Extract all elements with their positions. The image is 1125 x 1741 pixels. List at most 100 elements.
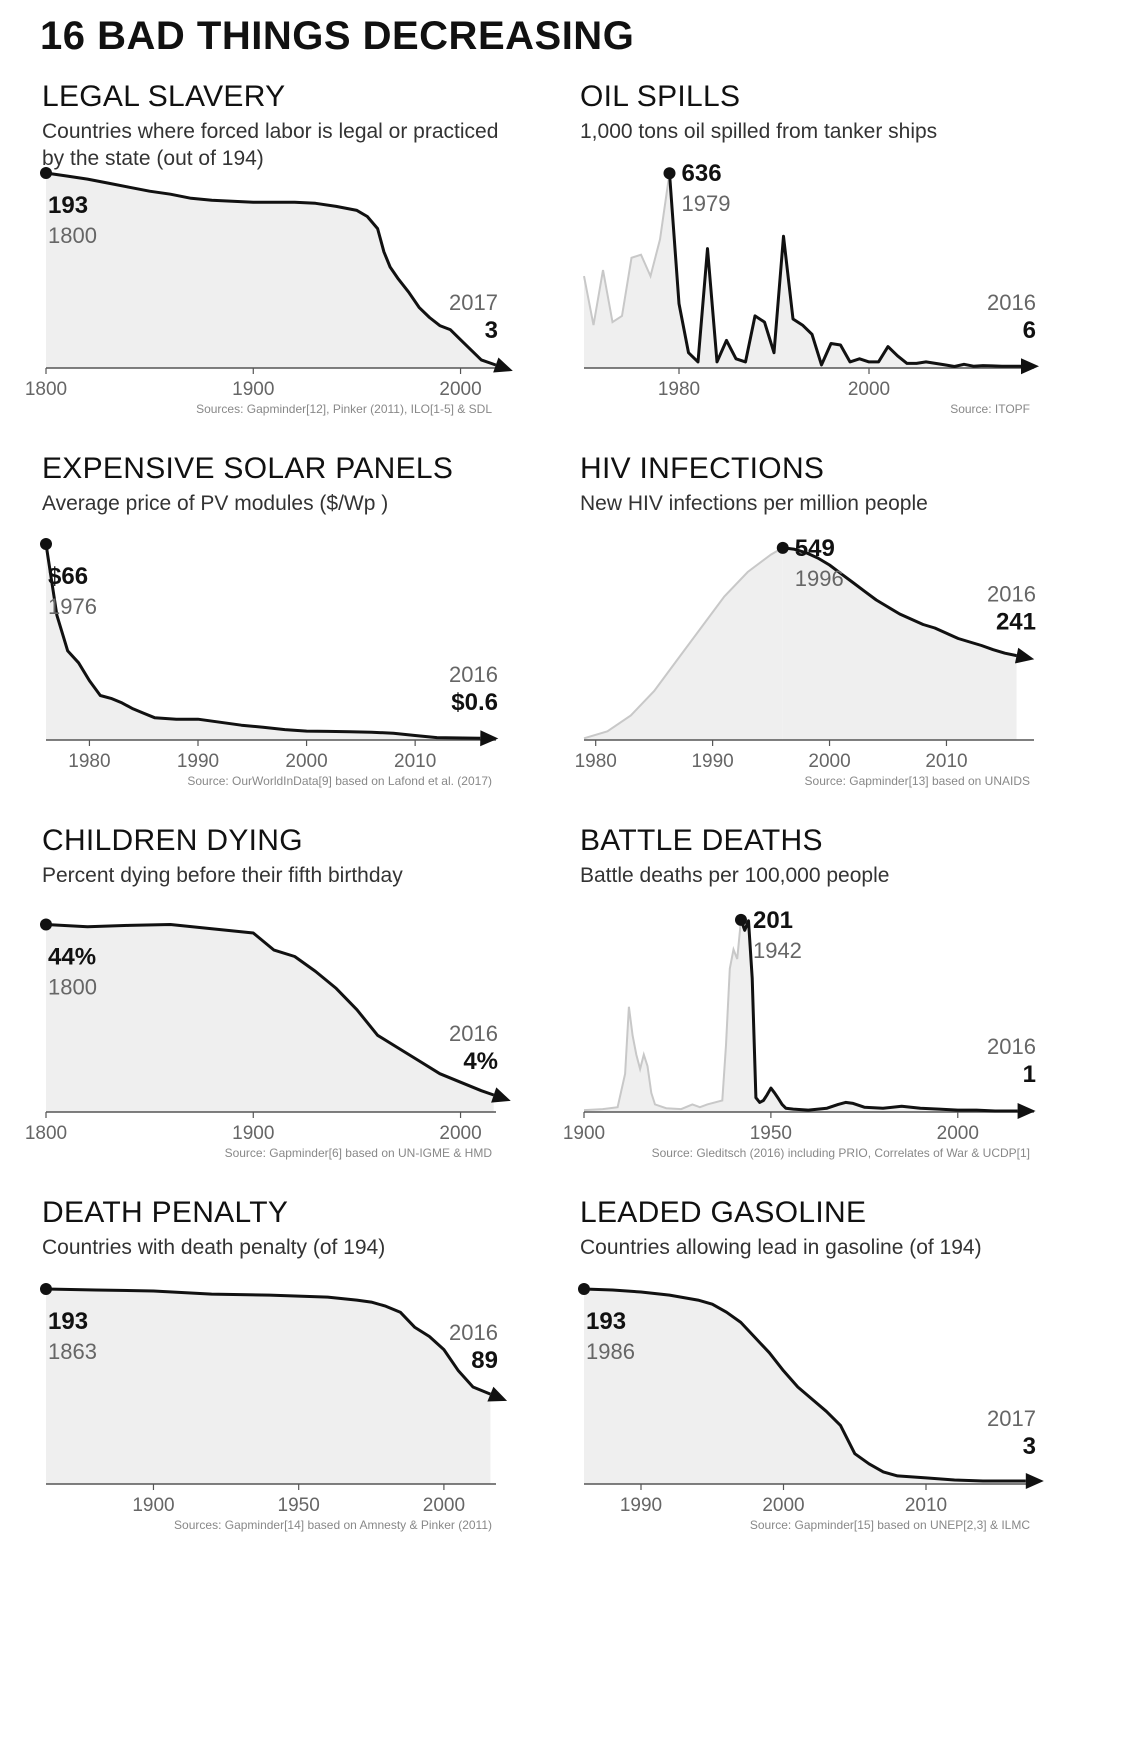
end-arrow bbox=[1017, 1103, 1036, 1119]
source-label: Source: Gapminder[6] based on UN-IGME & … bbox=[225, 1146, 493, 1160]
chart-subtitle: Countries where forced labor is legal or… bbox=[42, 120, 499, 170]
ghost-area bbox=[584, 547, 783, 740]
chart-panel: DEATH PENALTY Countries with death penalt… bbox=[40, 1196, 532, 1604]
end-year-label: 2016 bbox=[987, 1034, 1036, 1059]
series-line bbox=[45, 171, 497, 367]
end-arrow bbox=[1014, 647, 1035, 664]
tick-label: 1900 bbox=[132, 1495, 174, 1516]
tick-label: 2010 bbox=[925, 751, 967, 772]
ghost-area bbox=[584, 173, 670, 368]
end-value-label: 1 bbox=[1023, 1061, 1036, 1088]
tick-label: 1950 bbox=[750, 1123, 792, 1144]
chart-panel: OIL SPILLS 1,000 tons oil spilled from ta… bbox=[578, 80, 1070, 488]
tick-label: 2000 bbox=[937, 1123, 979, 1144]
start-year-label: 1863 bbox=[48, 1339, 97, 1364]
end-arrow bbox=[1025, 1473, 1044, 1489]
ghost-line bbox=[583, 173, 671, 326]
tick-label: 1990 bbox=[620, 1495, 662, 1516]
tick-label: 1980 bbox=[575, 751, 617, 772]
start-point bbox=[40, 918, 52, 931]
start-year-label: 1942 bbox=[753, 938, 802, 963]
end-value-label: 89 bbox=[471, 1347, 498, 1374]
series-line bbox=[668, 173, 1021, 368]
start-year-label: 1996 bbox=[795, 566, 844, 591]
series-line bbox=[45, 923, 495, 1097]
tick-label: 1800 bbox=[25, 1123, 67, 1144]
tick-label: 1800 bbox=[25, 379, 67, 400]
end-arrow bbox=[491, 1087, 511, 1103]
start-year-label: 1976 bbox=[48, 594, 97, 619]
series-line bbox=[45, 1287, 491, 1396]
chart-title: OIL SPILLS bbox=[580, 80, 741, 113]
tick-label: 2000 bbox=[285, 751, 327, 772]
end-value-label: 241 bbox=[996, 609, 1036, 636]
tick-label: 1900 bbox=[232, 379, 274, 400]
chart-panel: CHILDREN DYING Percent dying before their… bbox=[25, 824, 532, 1232]
chart-title: EXPENSIVE SOLAR PANELS bbox=[42, 452, 454, 485]
tick-label: 1990 bbox=[691, 751, 733, 772]
end-value-label: 4% bbox=[463, 1048, 498, 1075]
end-year-label: 2016 bbox=[987, 290, 1036, 315]
chart-panel: BATTLE DEATHS Battle deaths per 100,000 p… bbox=[563, 824, 1070, 1232]
end-arrow bbox=[480, 730, 499, 747]
tick-label: 1900 bbox=[232, 1123, 274, 1144]
end-arrow bbox=[493, 357, 513, 373]
tick-label: 1990 bbox=[177, 751, 219, 772]
series-line bbox=[739, 919, 1018, 1113]
series-area bbox=[46, 173, 496, 368]
source-label: Source: ITOPF bbox=[950, 402, 1030, 416]
start-point bbox=[40, 167, 52, 180]
tick-label: 2000 bbox=[848, 379, 890, 400]
end-value-label: 6 bbox=[1023, 317, 1036, 344]
tick-label: 2010 bbox=[394, 751, 436, 772]
start-point bbox=[663, 167, 676, 180]
end-year-label: 2016 bbox=[449, 1320, 498, 1345]
start-point bbox=[40, 1283, 52, 1296]
chart-panel: LEGAL SLAVERY Countries where forced labo… bbox=[25, 80, 532, 488]
series-area bbox=[584, 1289, 1026, 1484]
start-value-label: 549 bbox=[795, 535, 835, 562]
start-value-label: 193 bbox=[586, 1308, 626, 1335]
start-year-label: 1800 bbox=[48, 975, 97, 1000]
series-area bbox=[669, 173, 1021, 368]
chart-panel: EXPENSIVE SOLAR PANELS Average price of P… bbox=[40, 452, 532, 860]
source-label: Source: Gleditsch (2016) including PRIO,… bbox=[652, 1146, 1030, 1160]
tick-label: 2000 bbox=[808, 751, 850, 772]
chart-subtitle: 1,000 tons oil spilled from tanker ships bbox=[580, 120, 938, 143]
chart-svg: 1980 1990 2000 2010 $66 1976 2016$0.6 Source: O… bbox=[40, 538, 499, 788]
chart-subtitle: Countries allowing lead in gasoline (of … bbox=[580, 1236, 982, 1259]
start-value-label: 44% bbox=[48, 944, 96, 971]
chart-title: LEADED GASOLINE bbox=[580, 1196, 867, 1229]
source-label: Source: Gapminder[13] based on UNAIDS bbox=[805, 774, 1030, 788]
chart-subtitle: Battle deaths per 100,000 people bbox=[580, 864, 890, 887]
ghost-line bbox=[583, 546, 784, 740]
chart-title: DEATH PENALTY bbox=[42, 1196, 289, 1229]
chart-title: BATTLE DEATHS bbox=[580, 824, 823, 857]
tick-label: 2000 bbox=[439, 1123, 481, 1144]
end-year-label: 2016 bbox=[449, 662, 498, 687]
end-arrow bbox=[1021, 358, 1039, 375]
series-line bbox=[44, 543, 481, 740]
start-point bbox=[578, 1283, 590, 1296]
start-value-label: $66 bbox=[48, 563, 88, 590]
chart-subtitle: Average price of PV modules ($/Wp ) bbox=[42, 492, 389, 515]
chart-subtitle: Percent dying before their fifth birthda… bbox=[42, 864, 403, 887]
tick-label: 1980 bbox=[68, 751, 110, 772]
series-area bbox=[46, 1289, 491, 1484]
main-title: 16 BAD THINGS DECREASING bbox=[40, 14, 635, 58]
tick-label: 2010 bbox=[905, 1495, 947, 1516]
start-value-label: 636 bbox=[682, 160, 722, 187]
series-line bbox=[782, 546, 1017, 658]
end-year-label: 2017 bbox=[449, 290, 498, 315]
source-label: Sources: Gapminder[14] based on Amnesty … bbox=[174, 1518, 492, 1532]
start-value-label: 193 bbox=[48, 1308, 88, 1335]
ghost-line bbox=[583, 919, 742, 1112]
start-year-label: 1979 bbox=[682, 191, 731, 216]
